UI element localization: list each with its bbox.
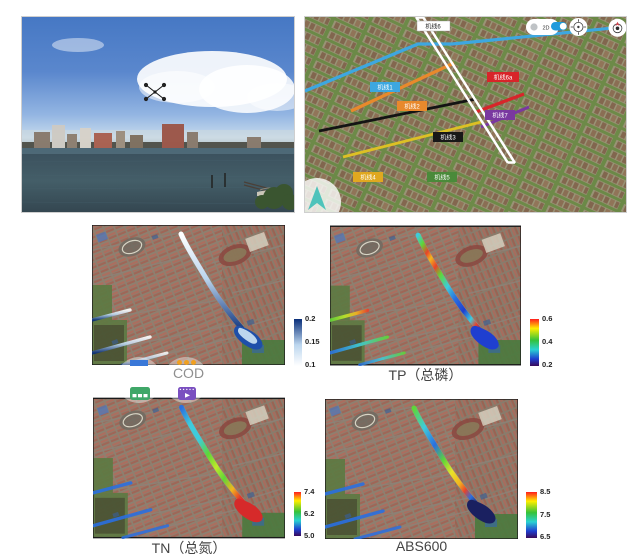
svg-text:2D: 2D <box>542 25 549 31</box>
svg-text:机线3: 机线3 <box>440 134 456 142</box>
svg-text:机线1: 机线1 <box>377 84 393 92</box>
svg-text:机线6a: 机线6a <box>494 74 513 82</box>
svg-text:机线6: 机线6 <box>425 23 441 31</box>
svg-text:机线4: 机线4 <box>360 174 376 182</box>
svg-text:机线2: 机线2 <box>404 103 420 111</box>
svg-text:机线5: 机线5 <box>434 174 450 182</box>
svg-text:机线7: 机线7 <box>492 112 508 120</box>
